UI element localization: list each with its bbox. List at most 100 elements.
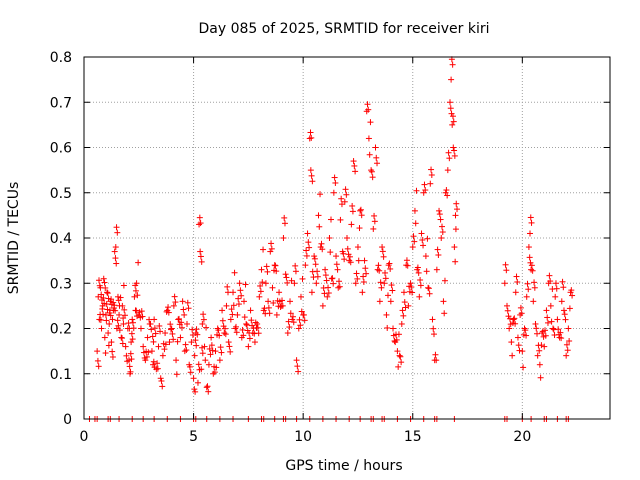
data-point — [173, 357, 180, 364]
data-point — [102, 284, 109, 291]
data-point — [550, 325, 557, 332]
data-point — [204, 383, 211, 390]
data-point — [226, 343, 233, 350]
data-point — [265, 298, 272, 305]
data-point — [514, 334, 521, 341]
data-point — [105, 330, 112, 337]
data-point — [224, 289, 231, 296]
data-point — [154, 360, 161, 367]
data-point — [453, 200, 460, 207]
data-point — [449, 61, 456, 68]
data-point — [123, 352, 130, 359]
data-point — [536, 361, 543, 368]
data-point — [333, 253, 340, 260]
data-point — [168, 326, 175, 333]
data-point — [560, 284, 567, 291]
data-point — [284, 330, 291, 337]
data-point — [344, 245, 351, 252]
data-point — [280, 235, 287, 241]
data-point — [409, 289, 416, 296]
data-point — [546, 272, 553, 279]
data-point — [412, 220, 419, 227]
data-point — [439, 223, 446, 230]
data-point — [173, 371, 180, 378]
data-point — [438, 235, 445, 241]
data-point — [534, 352, 541, 359]
data-point — [386, 260, 393, 267]
data-point — [542, 327, 549, 334]
data-point — [235, 301, 242, 308]
data-point — [180, 306, 187, 313]
data-point — [533, 325, 540, 332]
data-point — [422, 187, 429, 194]
data-point — [371, 212, 378, 219]
data-point — [298, 308, 305, 315]
data-point — [245, 343, 252, 350]
data-point — [443, 187, 450, 194]
data-point — [553, 285, 560, 292]
data-point — [304, 230, 311, 237]
data-point — [198, 258, 205, 265]
data-point — [433, 266, 440, 273]
data-point — [382, 269, 389, 276]
data-point — [319, 302, 326, 309]
data-point — [273, 268, 280, 275]
data-point — [168, 325, 175, 332]
data-point — [563, 341, 570, 348]
data-point — [543, 307, 550, 314]
data-point — [271, 262, 278, 269]
data-point — [527, 259, 534, 266]
data-point — [100, 311, 107, 318]
data-point — [281, 214, 288, 221]
y-tick-label: 0.7 — [50, 95, 72, 111]
data-point — [322, 272, 329, 279]
data-point — [254, 320, 261, 327]
data-point — [421, 181, 428, 188]
data-point — [137, 325, 144, 332]
data-point — [316, 223, 323, 230]
data-point — [311, 255, 318, 262]
data-point — [127, 370, 134, 377]
data-point — [440, 298, 447, 305]
data-point — [220, 323, 227, 330]
data-point — [255, 330, 262, 337]
data-point — [225, 339, 232, 346]
data-point — [286, 324, 293, 331]
data-point — [117, 294, 124, 301]
data-point — [383, 311, 390, 318]
data-point — [325, 290, 332, 297]
data-point — [451, 147, 458, 154]
data-point — [211, 369, 218, 376]
data-point — [305, 239, 312, 246]
data-point — [330, 189, 337, 196]
data-point — [152, 330, 159, 337]
data-point — [252, 319, 259, 326]
data-point — [512, 289, 519, 296]
data-point — [200, 311, 207, 318]
data-point — [396, 352, 403, 359]
data-point — [294, 363, 301, 370]
data-point — [125, 357, 132, 364]
data-point — [198, 366, 205, 373]
data-point — [292, 262, 299, 269]
data-point — [259, 279, 266, 286]
data-point — [314, 268, 321, 275]
y-tick-label: 0.1 — [50, 367, 72, 383]
data-point — [380, 253, 387, 260]
data-point — [525, 244, 532, 251]
data-point — [111, 302, 118, 309]
data-points — [86, 56, 576, 422]
data-point — [341, 256, 348, 263]
data-point — [208, 334, 215, 341]
data-point — [338, 195, 345, 202]
data-point — [347, 259, 354, 266]
data-point — [205, 388, 212, 395]
data-point — [145, 349, 152, 356]
data-point — [410, 233, 417, 240]
data-point — [302, 262, 309, 269]
data-point — [541, 343, 548, 350]
data-point — [209, 347, 216, 354]
data-point — [360, 278, 367, 285]
data-point — [444, 192, 451, 199]
data-point — [404, 262, 411, 269]
